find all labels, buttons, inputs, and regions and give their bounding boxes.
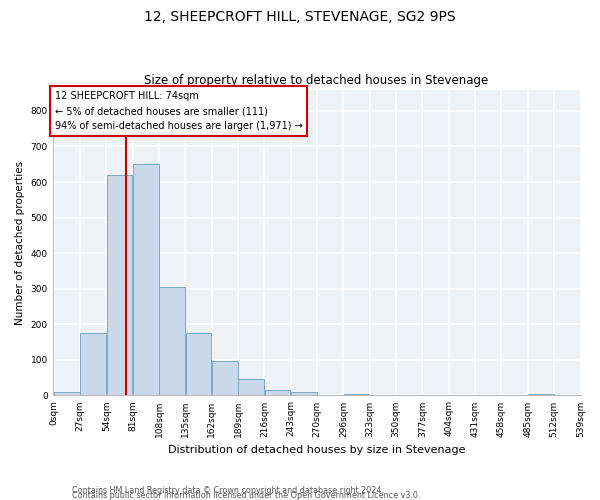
Bar <box>80 333 106 396</box>
Bar <box>54 392 80 396</box>
Bar <box>528 394 554 396</box>
Bar <box>107 175 133 396</box>
Bar <box>159 287 185 396</box>
Text: 12, SHEEPCROFT HILL, STEVENAGE, SG2 9PS: 12, SHEEPCROFT HILL, STEVENAGE, SG2 9PS <box>144 10 456 24</box>
Bar <box>265 390 290 396</box>
Bar <box>291 392 317 396</box>
Bar <box>344 394 370 396</box>
Bar <box>238 380 264 396</box>
Bar <box>212 361 238 396</box>
Text: Contains public sector information licensed under the Open Government Licence v3: Contains public sector information licen… <box>72 491 421 500</box>
Y-axis label: Number of detached properties: Number of detached properties <box>15 160 25 324</box>
Bar <box>185 333 211 396</box>
Title: Size of property relative to detached houses in Stevenage: Size of property relative to detached ho… <box>145 74 489 87</box>
X-axis label: Distribution of detached houses by size in Stevenage: Distribution of detached houses by size … <box>168 445 466 455</box>
Text: 12 SHEEPCROFT HILL: 74sqm
← 5% of detached houses are smaller (111)
94% of semi-: 12 SHEEPCROFT HILL: 74sqm ← 5% of detach… <box>55 92 302 131</box>
Text: Contains HM Land Registry data © Crown copyright and database right 2024.: Contains HM Land Registry data © Crown c… <box>72 486 384 495</box>
Bar <box>133 164 159 396</box>
